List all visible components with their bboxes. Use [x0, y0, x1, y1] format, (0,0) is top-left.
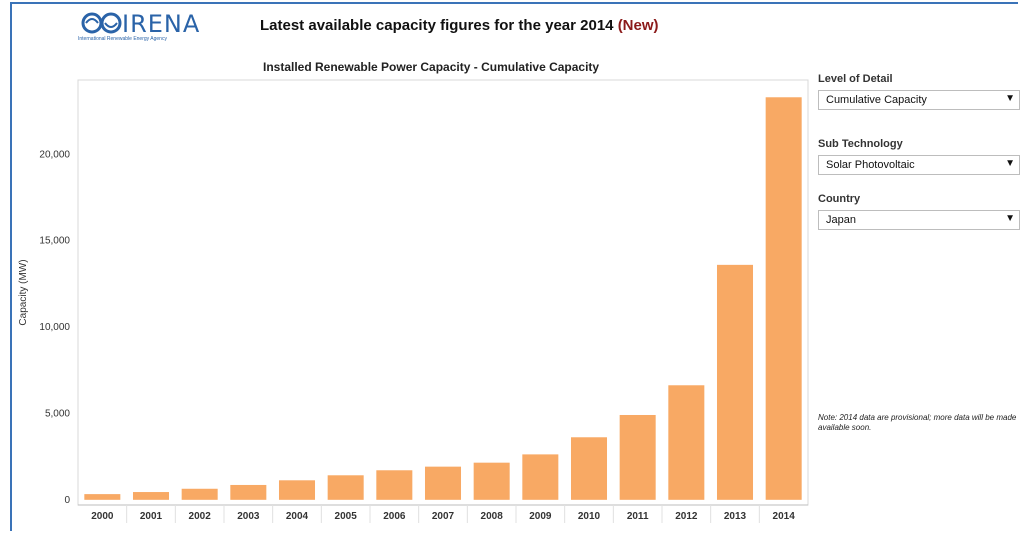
bar-2010[interactable] — [570, 437, 608, 500]
country-label: Country — [818, 193, 861, 205]
y-tick-label: 5,000 — [45, 408, 70, 419]
bar-2004[interactable] — [278, 480, 316, 500]
dropdown-arrow-icon[interactable]: ▼ — [1005, 158, 1015, 169]
y-tick-label: 10,000 — [39, 322, 70, 333]
x-tick-label: 2005 — [335, 511, 358, 522]
y-tick-label: 15,000 — [39, 236, 70, 247]
logo-subtext: International Renewable Energy Agency — [78, 36, 167, 42]
dashboard-frame — [10, 2, 1018, 531]
bar-2002[interactable] — [181, 488, 218, 500]
bar-2009[interactable] — [522, 454, 559, 500]
bar-2011[interactable] — [619, 414, 656, 500]
y-tick-label: 0 — [64, 495, 70, 506]
x-tick-label: 2011 — [627, 511, 649, 522]
page-title: Latest available capacity figures for th… — [260, 17, 659, 34]
x-tick-label: 2013 — [724, 511, 747, 522]
x-tick-label: 2008 — [481, 511, 504, 522]
chart-title: Installed Renewable Power Capacity - Cum… — [263, 60, 600, 74]
y-tick-label: 20,000 — [39, 149, 70, 160]
sub-technology-label: Sub Technology — [818, 138, 903, 150]
bar-2003[interactable] — [230, 484, 267, 500]
bar-2012[interactable] — [668, 385, 705, 500]
country-value: Japan — [826, 214, 856, 226]
x-tick-label: 2009 — [529, 511, 552, 522]
bar-2013[interactable] — [716, 264, 754, 500]
level-of-detail-select[interactable]: Cumulative Capacity ▼ — [818, 90, 1020, 110]
irena-logo-icon — [81, 12, 122, 34]
level-of-detail-value: Cumulative Capacity — [826, 94, 927, 106]
y-axis-label: Capacity (MW) — [18, 259, 29, 325]
x-tick-label: 2003 — [237, 511, 260, 522]
country-select[interactable]: Japan ▼ — [818, 210, 1020, 230]
level-of-detail-label: Level of Detail — [818, 73, 893, 85]
x-tick-label: 2002 — [189, 511, 212, 522]
bar-2007[interactable] — [424, 466, 462, 500]
x-tick-label: 2014 — [773, 511, 796, 522]
provisional-note: Note: 2014 data are provisional; more da… — [818, 413, 1017, 432]
bar-2005[interactable] — [327, 475, 364, 500]
x-tick-label: 2004 — [286, 511, 309, 522]
bar-chart: 0 5,000 10,000 15,000 20,000 Capacity (MW) 200… — [18, 79, 809, 523]
x-tick-label: 2010 — [578, 511, 601, 522]
x-tick-label: 2012 — [675, 511, 698, 522]
bar-2000[interactable] — [84, 494, 121, 500]
x-tick-label: 2006 — [383, 511, 406, 522]
sub-technology-value: Solar Photovoltaic — [826, 159, 915, 171]
sub-technology-filter: Sub Technology Solar Photovoltaic ▼ — [818, 138, 1020, 175]
x-tick-label: 2007 — [432, 511, 455, 522]
bar-2001[interactable] — [132, 492, 170, 500]
bar-2006[interactable] — [376, 470, 413, 500]
dropdown-arrow-icon[interactable]: ▼ — [1005, 213, 1015, 224]
new-badge: (New) — [617, 17, 659, 34]
sub-technology-select[interactable]: Solar Photovoltaic ▼ — [818, 155, 1020, 175]
logo-text: IRENA — [122, 10, 201, 38]
x-tick-label: 2000 — [91, 511, 114, 522]
x-tick-label: 2001 — [140, 511, 163, 522]
dropdown-arrow-icon[interactable]: ▼ — [1005, 93, 1015, 104]
page-title-main: Latest available capacity figures for th… — [260, 17, 614, 34]
bar-2008[interactable] — [473, 462, 510, 500]
country-filter: Country Japan ▼ — [818, 193, 1020, 230]
level-of-detail-filter: Level of Detail Cumulative Capacity ▼ — [818, 73, 1020, 110]
bar-2014[interactable] — [765, 97, 802, 500]
